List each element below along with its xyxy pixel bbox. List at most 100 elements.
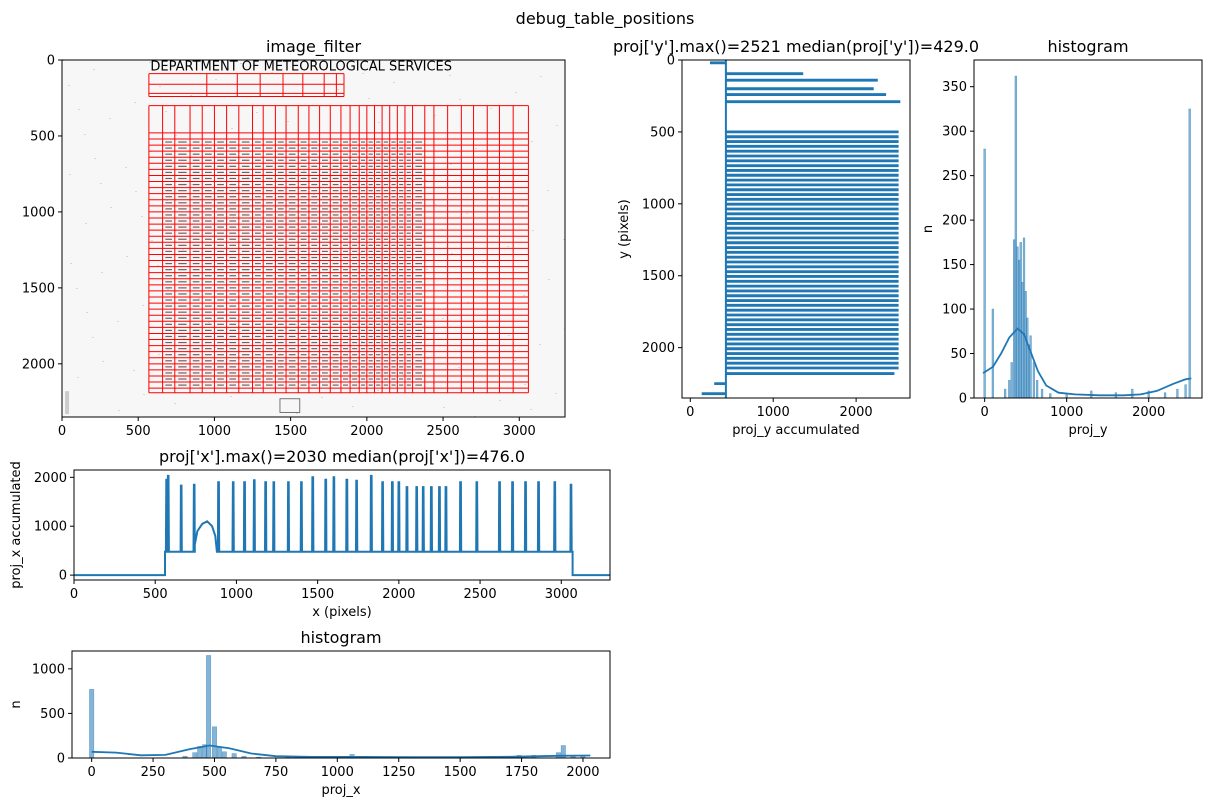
image_filter-axes: image_filter 0 500 1000 1500 2000 2500 3000 0 500… <box>22 37 566 439</box>
hist_x-xtick-label: 1250 <box>382 765 415 780</box>
hist-x-bar <box>221 751 227 759</box>
document-speckle <box>296 413 298 414</box>
document-speckle <box>102 361 104 362</box>
document-speckle <box>313 194 315 195</box>
document-speckle <box>133 370 135 371</box>
hist_x-axes: histogram 0 250 500 750 1000 1250 1500 1750 2000 0… <box>9 628 611 798</box>
document-speckle <box>360 252 362 253</box>
proj_x-xtick-label: 2000 <box>382 587 415 602</box>
document-speckle <box>117 321 119 322</box>
document-speckle <box>272 161 274 162</box>
document-speckle <box>223 282 225 283</box>
hist_y-ytick-label: 300 <box>942 125 967 140</box>
document-speckle <box>76 288 78 289</box>
image_filter-ytick-label: 1000 <box>22 205 55 220</box>
document-speckle <box>337 89 339 90</box>
document-speckle <box>450 164 452 165</box>
hist-y-bar <box>1035 379 1039 399</box>
figure-title: debug_table_positions <box>516 9 695 29</box>
document-speckle <box>190 95 192 96</box>
document-speckle <box>175 135 177 136</box>
proj_x-xtick-label: 1500 <box>301 587 334 602</box>
document-speckle <box>508 335 510 336</box>
document-speckle <box>352 406 354 407</box>
proj_y-xtick-label: 2000 <box>840 405 873 420</box>
document-speckle <box>256 112 258 113</box>
image_filter-ytick-label: 500 <box>30 129 55 144</box>
document-speckle <box>427 358 429 359</box>
document-speckle <box>426 269 428 270</box>
hist_x-title: histogram <box>300 628 381 647</box>
document-speckle <box>532 230 534 231</box>
document-speckle <box>100 183 102 184</box>
document-speckle <box>182 249 184 250</box>
document-speckle <box>70 263 72 264</box>
document-speckle <box>490 108 492 109</box>
hist-y-bar <box>1163 392 1167 399</box>
hist_x-xtick-label: 250 <box>141 765 166 780</box>
hist_y-ytick-label: 100 <box>942 303 967 318</box>
hist-x-bar <box>206 655 212 759</box>
document-speckle <box>409 131 411 132</box>
document-speckle <box>288 210 290 211</box>
document-speckle <box>555 393 557 394</box>
hist_x-xtick-label: 500 <box>202 765 227 780</box>
document-speckle <box>166 200 168 201</box>
document-speckle <box>368 98 370 99</box>
document-speckle <box>466 213 468 214</box>
hist_y-axes: histogram 0 1000 2000 0 50 100 150 200 250 300 350 p… <box>921 37 1203 438</box>
document-speckle <box>522 206 524 207</box>
proj_x-ytick-label: 2000 <box>34 471 67 486</box>
image_filter-xtick-label: 1500 <box>274 424 307 439</box>
hist_y-frame <box>973 59 1203 399</box>
hist_y-ytick-label: 250 <box>942 169 967 184</box>
document-speckle <box>125 167 127 168</box>
hist_x-xlabel: proj_x <box>321 783 360 798</box>
document-speckle <box>157 265 159 266</box>
document-speckle <box>548 279 550 280</box>
hist-y-bar <box>1176 388 1179 399</box>
document-speckle <box>344 203 346 204</box>
document-speckle <box>524 384 526 385</box>
document-speckle <box>126 256 128 257</box>
hist_x-ytick-label: 0 <box>57 752 65 767</box>
document-speckle <box>328 154 330 155</box>
document-speckle <box>443 407 445 408</box>
proj_y-xtick-label: 0 <box>686 405 694 420</box>
proj_x-ytick-label: 0 <box>59 569 67 584</box>
document-speckle <box>303 170 305 171</box>
document-speckle <box>547 190 549 191</box>
document-header-label: DEPARTMENT OF METEOROLOGICAL SERVICES <box>150 60 452 75</box>
image_filter-xtick-label: 500 <box>126 424 151 439</box>
document-speckle <box>539 344 541 345</box>
document-speckle <box>84 134 86 135</box>
document-speckle <box>514 360 516 361</box>
document-speckle <box>78 109 80 110</box>
document-speckle <box>208 322 210 323</box>
document-speckle <box>435 204 437 205</box>
proj_y-ytick-label: 2000 <box>642 341 675 356</box>
hist_y-xlabel: proj_y <box>1068 423 1107 438</box>
hist_y-ytick-label: 350 <box>942 80 967 95</box>
document-speckle <box>475 148 477 149</box>
hist-y-bar <box>1188 108 1191 399</box>
hist-y-bar <box>1029 335 1032 399</box>
document-speckle <box>135 191 137 192</box>
proj_x-xtick-label: 2500 <box>464 587 497 602</box>
document-speckle <box>86 312 88 313</box>
proj_x-xtick-label: 3000 <box>545 587 578 602</box>
document-speckle <box>410 220 412 221</box>
document-speckle <box>540 76 542 77</box>
document-speckle <box>69 174 71 175</box>
document-speckle <box>199 387 201 388</box>
hist-y-kde-line <box>982 327 1192 397</box>
document-speckle <box>345 292 347 293</box>
document-speckle <box>93 69 95 70</box>
document-speckle <box>247 177 249 178</box>
document-speckle <box>499 400 501 401</box>
document-speckle <box>206 144 208 145</box>
document-speckle <box>523 295 525 296</box>
document-speckle <box>183 338 185 339</box>
document-speckle <box>449 75 451 76</box>
proj_y-ytick-label: 1000 <box>642 197 675 212</box>
